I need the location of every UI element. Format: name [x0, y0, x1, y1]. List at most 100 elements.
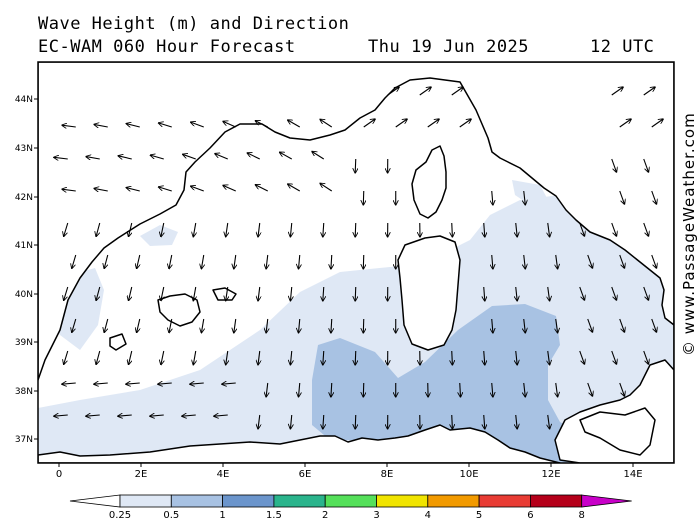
- wave-arrow: [387, 87, 399, 96]
- wave-arrow: [222, 383, 236, 384]
- wave-arrow: [331, 382, 332, 397]
- wave-arrow: [158, 123, 172, 128]
- wave-arrow: [611, 158, 617, 172]
- legend-swatch: [69, 494, 121, 508]
- longitude-axis: 0 2E 4E 6E 8E 10E 12E 14E: [56, 463, 643, 480]
- lat-tick-label: 37N: [15, 435, 33, 445]
- wave-arrow: [226, 286, 228, 301]
- wave-arrow: [129, 222, 132, 237]
- wave-arrow: [64, 286, 69, 300]
- wave-arrow: [161, 222, 164, 237]
- coast-west-africa: [38, 62, 674, 381]
- wave-arrow: [492, 190, 493, 205]
- wave-arrow: [94, 124, 108, 127]
- wave-arrow: [255, 185, 268, 192]
- wave-arrow: [619, 382, 625, 396]
- wave-arrow: [258, 286, 260, 301]
- lon-tick-label: 4E: [217, 469, 230, 480]
- wave-arrow: [312, 152, 325, 160]
- lon-tick-label: 10E: [459, 469, 478, 480]
- wave-arrow: [619, 119, 631, 128]
- island-menorca: [212, 287, 237, 301]
- wave-arrow: [643, 350, 649, 364]
- wave-arrow: [643, 158, 649, 172]
- legend-label: 5: [476, 510, 482, 521]
- wave-arrow: [587, 382, 593, 396]
- wave-arrow: [193, 222, 195, 237]
- wave-arrow: [86, 415, 100, 416]
- wave-arrow: [247, 153, 260, 160]
- wave-arrow: [226, 222, 228, 237]
- wave-arrow: [266, 382, 268, 397]
- wave-arrow: [280, 152, 293, 160]
- wave-arrow: [643, 87, 655, 96]
- wave-arrow: [72, 254, 77, 268]
- wave-arrow: [587, 318, 593, 332]
- wave-arrow: [104, 254, 109, 269]
- wave-arrow: [459, 119, 471, 128]
- lat-tick-label: 42N: [15, 193, 33, 203]
- island-mallorca: [157, 293, 201, 327]
- wave-arrow: [126, 188, 140, 192]
- wave-arrow: [355, 222, 356, 237]
- wave-arrow: [548, 414, 550, 429]
- wave-arrow: [193, 286, 195, 301]
- lat-tick-label: 44N: [15, 95, 33, 105]
- wave-direction-arrows: [54, 87, 663, 429]
- wave-arrow: [201, 318, 203, 333]
- wave-arrow: [129, 286, 132, 301]
- wave-arrow: [190, 383, 204, 384]
- wave-arrow: [492, 382, 493, 397]
- wave-arrow: [86, 157, 100, 159]
- wave-arrow: [419, 87, 431, 96]
- wave-arrow: [556, 382, 558, 397]
- lon-tick-label: 14E: [623, 469, 642, 480]
- wave-arrow: [524, 382, 526, 397]
- wave-arrow: [62, 189, 76, 191]
- wave-arrow: [548, 222, 550, 237]
- wave-arrow: [579, 350, 585, 364]
- credit-text: © www.PassageWeather.com: [680, 112, 698, 356]
- wave-arrow: [452, 350, 453, 365]
- wave-zone-light-tyrrhenian: [512, 180, 548, 205]
- wave-arrow: [150, 155, 164, 160]
- lon-tick-label: 6E: [299, 469, 312, 480]
- wave-arrow: [619, 254, 625, 268]
- wave-arrow: [460, 382, 461, 397]
- wave-arrow: [137, 318, 140, 333]
- wave-arrow: [182, 415, 196, 416]
- wave-arrow: [161, 286, 164, 301]
- wave-arrow: [548, 286, 550, 301]
- legend-swatch: [478, 494, 531, 508]
- wave-arrow: [611, 87, 623, 96]
- wave-arrow: [452, 222, 453, 237]
- wave-arrow: [234, 254, 236, 269]
- lat-tick-label: 43N: [15, 144, 33, 154]
- wave-arrow: [201, 254, 203, 269]
- wave-arrow: [129, 350, 132, 365]
- lon-tick-label: 0: [56, 469, 62, 480]
- wave-arrow: [524, 254, 526, 269]
- legend-swatch: [119, 494, 172, 508]
- legend-label: 6: [527, 510, 533, 521]
- wave-arrow: [290, 414, 291, 429]
- wave-arrow: [258, 222, 260, 237]
- wave-arrow: [651, 119, 663, 128]
- wave-arrow: [94, 383, 108, 384]
- wave-arrow: [452, 414, 453, 429]
- wave-arrow: [320, 119, 333, 128]
- legend-swatch: [273, 494, 326, 508]
- wave-arrow: [64, 222, 69, 236]
- wave-arrow: [290, 350, 291, 365]
- lat-tick-label: 41N: [15, 241, 33, 251]
- island-sardinia: [397, 235, 461, 351]
- wave-arrow: [96, 222, 101, 237]
- wave-arrow: [619, 318, 625, 332]
- wave-arrow: [524, 318, 526, 333]
- legend-swatch: [170, 494, 224, 508]
- lon-tick-label: 2E: [135, 469, 148, 480]
- wave-arrow: [290, 222, 291, 237]
- wave-arrow: [331, 318, 332, 333]
- wave-arrow: [355, 158, 356, 173]
- wave-arrow: [258, 350, 260, 365]
